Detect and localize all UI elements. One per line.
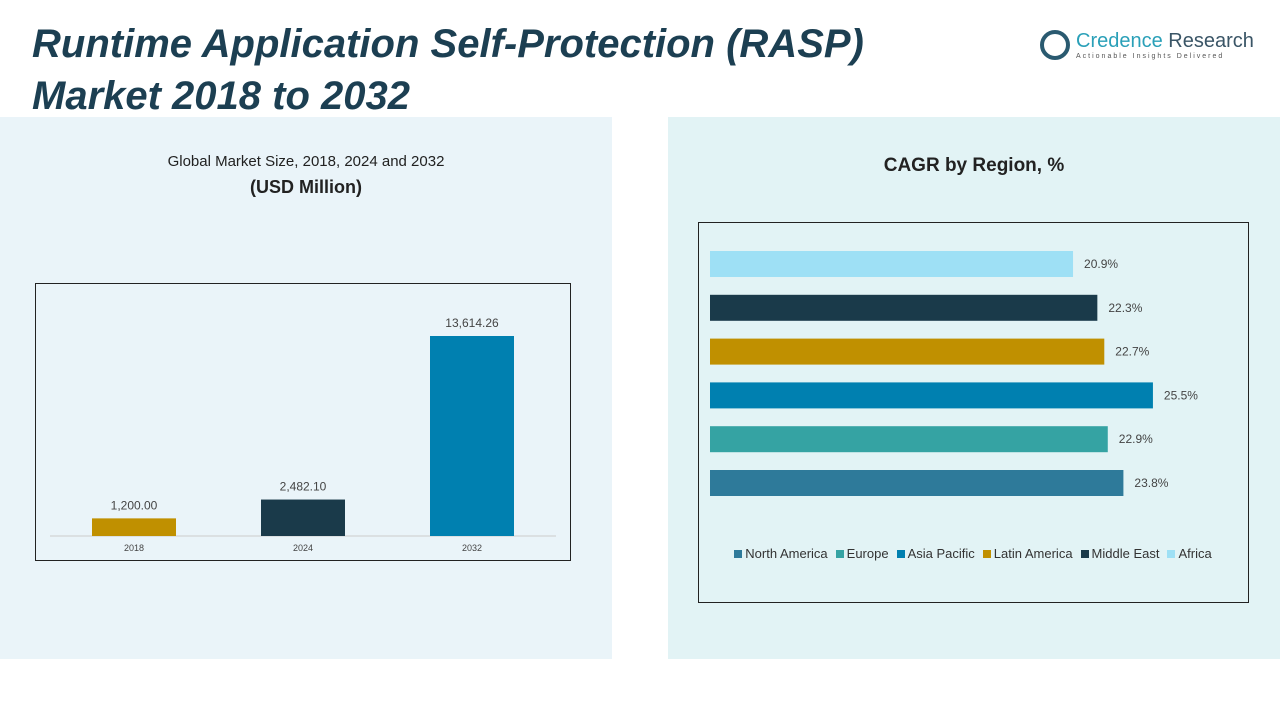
data-label: 20.9% — [1084, 257, 1118, 271]
logo: Credence Research Actionable Insights Del… — [1040, 30, 1254, 60]
tick-label: 2024 — [293, 543, 313, 553]
data-label: 2,482.10 — [280, 480, 327, 494]
legend-item: Europe — [835, 546, 889, 561]
legend-swatch — [734, 550, 743, 558]
data-label: 22.7% — [1115, 345, 1149, 359]
bar-2024 — [261, 499, 345, 536]
data-label: 25.5% — [1164, 388, 1198, 402]
bar-latin-america — [710, 338, 1105, 365]
legend-swatch — [982, 550, 991, 558]
legend-item: Asia Pacific — [896, 546, 975, 561]
bar-chart-subtitle: Global Market Size, 2018, 2024 and 2032 — [167, 153, 445, 170]
bar-africa — [710, 251, 1074, 277]
legend-item: North America — [734, 546, 828, 561]
data-label: 23.8% — [1134, 476, 1168, 490]
data-label: 22.9% — [1119, 432, 1153, 446]
bar-chart-unit: (USD Million) — [250, 177, 362, 197]
bar-chart-frame: 1,200.00 2018 2,482.10 2024 13,614.26 2032 — [35, 283, 571, 561]
legend-item: Africa — [1167, 546, 1212, 561]
bar-middle-east — [710, 294, 1098, 321]
logo-icon — [1040, 30, 1070, 60]
bar-2032 — [430, 336, 514, 536]
cagr-chart-frame: 20.9% 22.3% 22.7% 25.5% 22.9% 23.8% — [698, 222, 1249, 603]
legend-swatch — [1167, 550, 1176, 558]
data-label: 22.3% — [1108, 301, 1142, 315]
tick-label: 2018 — [124, 543, 144, 553]
data-label: 13,614.26 — [445, 316, 499, 330]
bar-2018 — [92, 518, 176, 536]
cagr-chart-title: CAGR by Region, % — [883, 155, 1065, 176]
page-title: Runtime Application Self-Protection (RAS… — [32, 22, 864, 118]
bar-europe — [710, 426, 1108, 453]
bar-north-america — [710, 470, 1124, 496]
bar-asia-pacific — [710, 382, 1153, 409]
legend-item: Latin America — [982, 546, 1073, 561]
market-size-chart: 1,200.00 2018 2,482.10 2024 13,614.26 2032 — [50, 316, 556, 553]
legend-swatch — [896, 550, 905, 558]
legend-item: Middle East — [1080, 546, 1159, 561]
cagr-chart: 20.9% 22.3% 22.7% 25.5% 22.9% 23.8% — [710, 251, 1198, 496]
tick-label: 2032 — [462, 543, 482, 553]
cagr-legend: North America Europe Asia Pacific Latin Ame… — [700, 546, 1246, 561]
legend-swatch — [835, 550, 844, 558]
legend-swatch — [1080, 550, 1089, 558]
data-label: 1,200.00 — [111, 498, 158, 512]
